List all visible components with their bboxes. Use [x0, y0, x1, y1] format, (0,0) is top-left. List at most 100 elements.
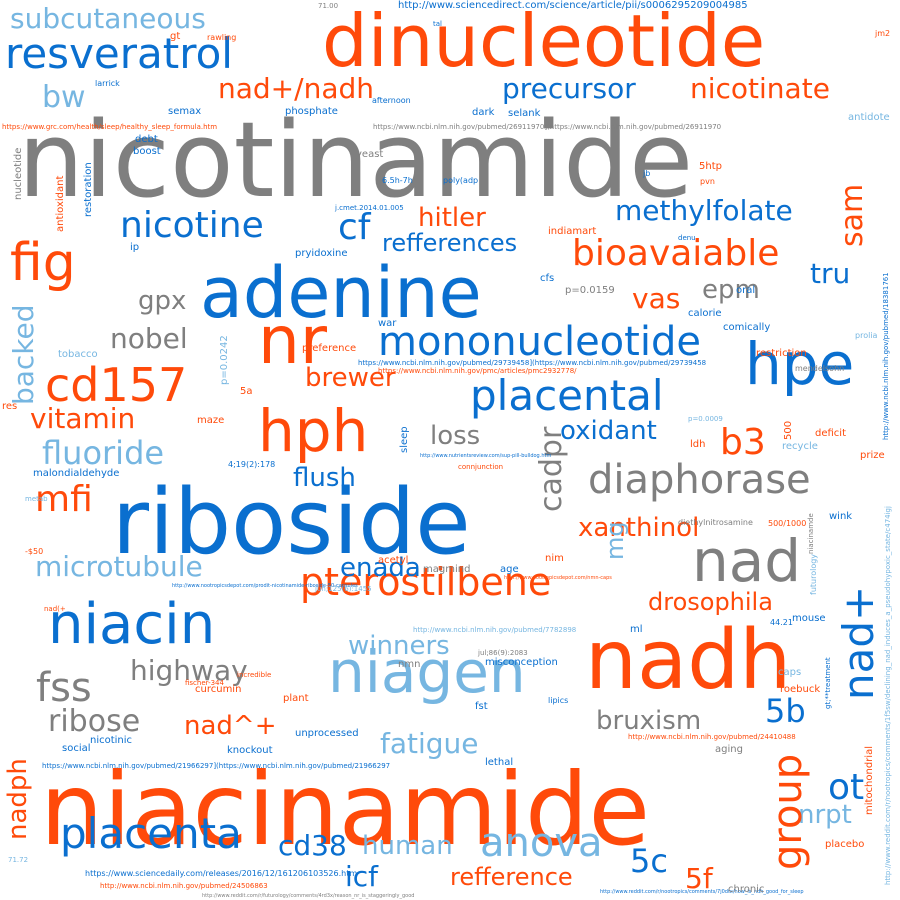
word-165: connjunction — [458, 463, 504, 471]
word-167: 71.00 — [318, 2, 339, 10]
word-2: niacinamide — [40, 751, 651, 868]
word-73: https://www.grc.com/health/sleep/healthy… — [2, 123, 218, 131]
word-0: nicotinamide — [18, 99, 694, 221]
word-62: tru — [810, 257, 851, 290]
word-114: age — [500, 564, 519, 575]
word-23: fss — [36, 665, 92, 711]
word-69: backed — [7, 304, 40, 405]
word-49: vas — [632, 282, 681, 315]
word-113: wink — [829, 511, 853, 522]
word-121: misconception — [485, 657, 558, 668]
word-164: niacinamde — [807, 513, 815, 554]
word-154: mendelsohn — [795, 364, 845, 373]
word-46: subcutaneous — [10, 2, 206, 35]
word-1: riboside — [112, 470, 471, 575]
word-163: diethylnitrosamine — [678, 518, 753, 527]
word-81: http://www.ncbi.nlm.nih.gov/pubmed/77828… — [413, 626, 577, 634]
word-22: bioavaiable — [572, 233, 780, 274]
word-34: highway — [130, 654, 248, 687]
word-120: nmn — [398, 659, 421, 670]
word-36: fluoride — [42, 434, 165, 472]
word-110: deficit — [815, 428, 846, 439]
word-122: caps — [778, 667, 802, 678]
word-13: cd157 — [45, 358, 188, 412]
word-97: yeast — [356, 149, 384, 160]
word-32: methylfolate — [615, 194, 793, 227]
word-82: http://www.ncbi.nlm.nih.gov/pubmed/18381… — [882, 272, 890, 440]
word-29: nad+/nadh — [218, 72, 374, 105]
word-11: niacin — [48, 592, 216, 657]
word-109: recycle — [782, 441, 818, 452]
word-118: mouse — [792, 613, 826, 624]
word-56: nad^+ — [184, 711, 277, 741]
word-157: 5a — [240, 386, 253, 397]
word-161: -$50 — [25, 547, 44, 556]
word-123: roebuck — [780, 684, 821, 695]
word-3: dinucleotide — [322, 0, 766, 83]
word-133: chronic — [728, 884, 765, 895]
word-129: nicotinic — [90, 735, 133, 746]
word-7: hph — [258, 397, 369, 465]
word-44: refferences — [382, 229, 518, 257]
word-70: nadph — [3, 758, 33, 840]
word-137: sleep — [399, 426, 410, 453]
word-177: 4;19(2):178 — [228, 460, 276, 469]
word-21: nicotine — [120, 205, 264, 246]
word-57: cd38 — [278, 829, 347, 862]
word-112: ldh — [690, 439, 706, 450]
word-35: ribose — [48, 704, 141, 739]
word-48: brewer — [305, 363, 396, 393]
word-28: 5b — [765, 692, 806, 730]
word-9: niagen — [328, 638, 526, 706]
word-105: preference — [302, 343, 357, 354]
word-148: tal — [433, 20, 442, 28]
word-19: anova — [480, 820, 603, 866]
word-43: winners — [348, 631, 450, 661]
word-98: pryidoxine — [295, 248, 348, 259]
word-132: placebo — [825, 839, 865, 850]
word-156: res — [2, 401, 18, 412]
word-75: https://www.ncbi.nlm.nih.gov/pubmed/2973… — [358, 359, 707, 367]
word-160: metab — [25, 495, 48, 503]
word-54: flush — [293, 463, 356, 493]
word-27: ot — [828, 767, 865, 808]
word-170: 6.5h-7h — [382, 176, 413, 185]
word-117: magmind — [423, 564, 471, 575]
word-158: 500 — [783, 420, 794, 440]
word-5: nadh — [585, 613, 792, 708]
word-103: comically — [723, 322, 771, 333]
word-38: oxidant — [560, 416, 657, 446]
word-40: drosophila — [648, 588, 773, 616]
word-39: xanthinol — [578, 513, 700, 543]
word-61: 5f — [685, 862, 713, 895]
word-30: precursor — [502, 72, 636, 105]
word-33: microtubule — [35, 550, 203, 583]
word-178: jul;86(9):2083 — [478, 649, 528, 657]
word-138: antioxidant — [55, 175, 66, 232]
word-55: enada — [340, 553, 421, 583]
word-104: restriction — [756, 348, 807, 359]
word-95: boost — [133, 146, 161, 157]
word-134: lipics — [548, 696, 569, 705]
word-128: knockout — [227, 745, 273, 756]
word-142: futurology — [809, 553, 818, 595]
word-50: epm — [702, 275, 760, 305]
word-92: phosphate — [285, 106, 338, 117]
word-125: fst — [475, 701, 488, 712]
word-176: jun;125(6):1455 — [315, 585, 372, 593]
word-146: gt — [170, 31, 181, 42]
word-78: http://www.ncbi.nlm.nih.gov/pubmed/24410… — [628, 733, 796, 741]
word-87: http://www.reddit.com/r/futurology/comme… — [202, 893, 415, 899]
word-149: jb — [643, 169, 651, 178]
word-107: tobacco — [58, 349, 98, 360]
word-60: 5c — [630, 842, 668, 880]
word-14: mononucleotide — [378, 319, 701, 365]
word-51: gpx — [138, 286, 187, 316]
word-116: acetyl — [378, 555, 409, 566]
word-172: j.cmet.2014.01.005 — [335, 204, 404, 212]
word-119: ml — [630, 624, 643, 635]
word-141: mitochondrial — [864, 746, 875, 815]
word-101: oral — [736, 285, 756, 296]
word-111: prize — [860, 450, 885, 461]
